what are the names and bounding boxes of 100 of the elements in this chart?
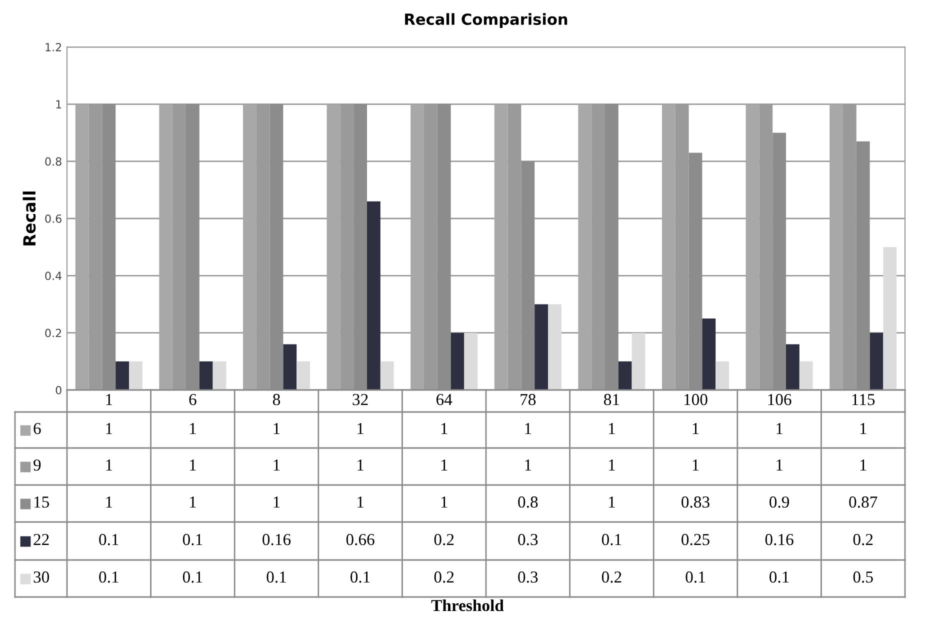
bar [450, 332, 464, 390]
bar [662, 104, 676, 390]
legend-label: 6 [34, 422, 41, 434]
bar [883, 247, 897, 390]
data-label: 0.66 [346, 534, 374, 546]
x-tick-label: 115 [852, 394, 875, 406]
y-tick-label: 0.4 [45, 272, 62, 280]
data-label: 0.83 [682, 496, 710, 508]
data-label: 0.87 [849, 496, 878, 508]
bar [380, 361, 394, 390]
data-label: 1 [358, 496, 364, 508]
data-label: 1 [860, 460, 866, 471]
y-tick-label: 1 [56, 100, 62, 108]
bar [578, 104, 592, 390]
data-label: 1 [106, 460, 112, 471]
data-label: 1 [190, 423, 196, 434]
bar [367, 201, 380, 390]
data-label: 0.1 [350, 571, 370, 583]
data-label: 1 [106, 496, 112, 508]
data-label: 1 [525, 423, 532, 434]
bar [159, 104, 173, 390]
data-label: 0.16 [765, 534, 794, 546]
data-label: 0.2 [434, 571, 454, 583]
data-label: 1 [776, 423, 782, 434]
x-tick-label: 6 [189, 394, 196, 406]
y-tick-label: 0.2 [45, 328, 62, 338]
bar [632, 332, 646, 390]
data-label: 1 [274, 423, 280, 434]
bar [296, 361, 310, 390]
bar [702, 318, 716, 390]
data-label: 0.1 [99, 534, 118, 546]
data-label: 0.1 [99, 571, 118, 583]
data-label: 1 [106, 423, 112, 434]
data-label: 0.3 [518, 534, 538, 546]
x-tick-label: 32 [352, 394, 368, 406]
y-tick-label: 0.8 [45, 157, 62, 166]
bar [242, 104, 256, 390]
data-label: 0.3 [518, 571, 538, 583]
bar [786, 344, 800, 390]
data-label: 1 [776, 460, 782, 471]
data-label: 0.5 [853, 571, 873, 583]
chart-title: Recall Comparision [405, 13, 568, 28]
x-tick-label: 8 [272, 394, 280, 406]
data-label: 0.1 [602, 534, 622, 546]
text: Threshold [431, 599, 504, 612]
bar [326, 104, 340, 390]
bar [618, 361, 632, 390]
y-axis-title: Recall [22, 192, 36, 246]
data-label: 1 [525, 460, 532, 471]
bar [199, 361, 213, 390]
y-tick-label: 0.6 [45, 214, 62, 223]
x-tick-label: 64 [436, 394, 452, 406]
x-tick-label: 1 [106, 394, 112, 406]
bar [212, 361, 226, 390]
bar [548, 304, 562, 390]
x-tick-label: 78 [520, 394, 536, 406]
bar [129, 361, 142, 390]
x-tick-label: 106 [768, 394, 792, 406]
data-label: 0.1 [182, 571, 202, 583]
bar [746, 104, 760, 390]
x-tick-label: 81 [604, 394, 620, 406]
y-tick-label: 1.2 [46, 42, 62, 52]
data-label: 1 [441, 460, 448, 471]
bar [410, 104, 424, 390]
data-label: 1 [190, 460, 196, 471]
bar [464, 332, 478, 390]
data-label: 1 [609, 496, 615, 508]
bar [283, 344, 297, 390]
x-tick-label: 100 [684, 394, 708, 406]
data-label: 0.1 [182, 534, 202, 546]
y-tick-label: 0 [56, 386, 62, 394]
bar [830, 104, 843, 390]
data-label: 1 [358, 460, 364, 471]
data-label: 0.1 [686, 571, 705, 583]
bar [534, 304, 548, 390]
bar [494, 104, 508, 390]
data-label: 1 [441, 496, 448, 508]
bar [75, 104, 89, 390]
data-label: 1 [609, 423, 615, 434]
data-label: 0.2 [602, 571, 622, 583]
data-label: 1 [609, 460, 615, 471]
data-label: 0.16 [262, 534, 291, 546]
legend-label: 9 [34, 459, 41, 471]
bar [870, 332, 884, 390]
data-label: 0.9 [770, 496, 790, 508]
data-label: 0.8 [518, 496, 538, 508]
data-label: 1 [692, 460, 699, 471]
data-label: 0.1 [770, 571, 789, 583]
data-label: 1 [358, 423, 364, 434]
bar [116, 361, 130, 390]
data-label: 1 [274, 496, 280, 508]
data-label: 1 [441, 423, 448, 434]
data-label: 0.1 [266, 571, 286, 583]
legend-label: 15 [34, 496, 50, 508]
data-label: 0.25 [682, 534, 710, 546]
data-label: 1 [860, 423, 866, 434]
data-label: 1 [190, 496, 196, 508]
legend-label: 22 [34, 534, 49, 546]
data-label: 0.2 [434, 534, 454, 546]
data-label: 0.2 [853, 534, 873, 546]
